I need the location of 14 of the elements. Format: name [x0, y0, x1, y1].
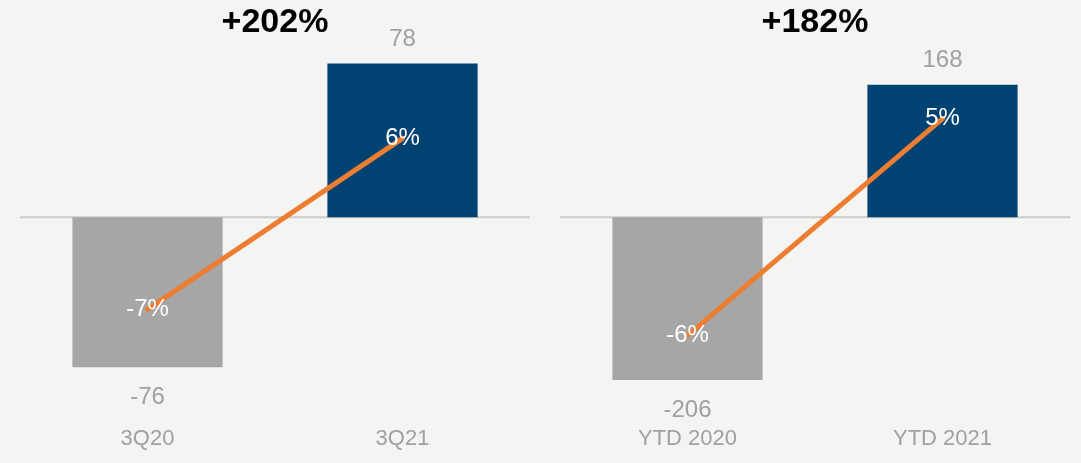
x-tick-label: 3Q20 — [120, 424, 175, 450]
data-label: 5% — [925, 103, 960, 131]
data-label: 6% — [385, 123, 420, 151]
x-tick-label: YTD 2021 — [892, 424, 993, 450]
text: +202% — [221, 1, 329, 40]
data-label: -76 — [130, 381, 165, 409]
data-label: 78 — [389, 24, 416, 52]
data-label: -7% — [126, 294, 169, 321]
data-label: -6% — [666, 320, 709, 348]
text: +182% — [761, 1, 869, 40]
data-label: 168 — [922, 45, 963, 73]
data-label: -206 — [663, 394, 712, 422]
x-tick-label: YTD 2020 — [637, 424, 738, 450]
x-tick-label: 3Q21 — [375, 424, 430, 450]
